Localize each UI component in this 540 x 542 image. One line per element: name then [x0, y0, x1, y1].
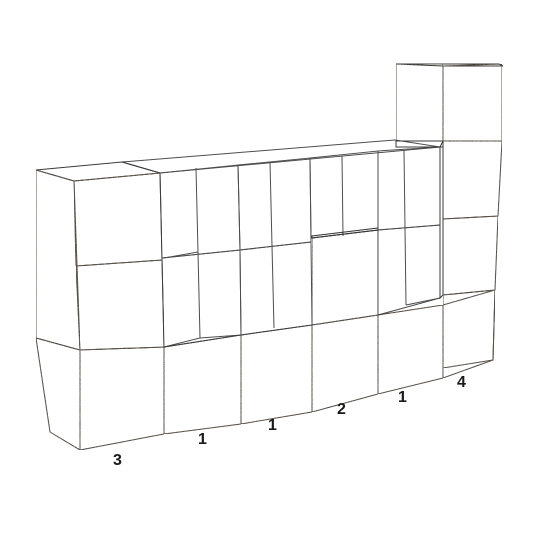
column-1-blocks [36, 162, 164, 450]
stone-block-front [164, 335, 241, 434]
water-cube [240, 242, 312, 335]
stone-block-side [443, 216, 498, 295]
stone-block-front [396, 64, 443, 141]
stone-block-front [312, 315, 378, 412]
bottom-row-blocks [80, 290, 495, 450]
stone-block-front [312, 230, 378, 325]
stone-block-side [443, 290, 495, 368]
stone-block-side [443, 64, 502, 141]
trapped-water [122, 140, 440, 347]
column-6-blocks [396, 64, 503, 368]
water-cube [378, 147, 440, 230]
column-4-blocks [312, 228, 378, 325]
water-cube [378, 225, 440, 315]
water-cube [238, 158, 311, 250]
column-label-4: 2 [337, 401, 346, 418]
column-label-5: 1 [398, 389, 407, 406]
water-cube [160, 165, 240, 258]
stone-block-side [36, 338, 80, 450]
stone-block-side [36, 170, 80, 350]
water-surface [122, 140, 440, 173]
stone-block-side [443, 141, 502, 219]
stone-block-front [74, 173, 162, 266]
water-cube [162, 250, 241, 347]
column-labels: 3 1 1 2 1 4 [113, 374, 466, 469]
column-label-3: 1 [268, 417, 277, 434]
stone-block-front [443, 290, 495, 378]
column-label-6: 4 [457, 374, 466, 391]
stone-block-front [80, 347, 164, 450]
stone-block-front [241, 325, 312, 424]
stone-top-face [36, 162, 160, 181]
column-label-1: 3 [113, 452, 122, 469]
column-label-2: 1 [198, 431, 207, 448]
stone-block-front [378, 305, 443, 394]
water-cube [310, 151, 378, 238]
stone-block-front [76, 260, 164, 350]
